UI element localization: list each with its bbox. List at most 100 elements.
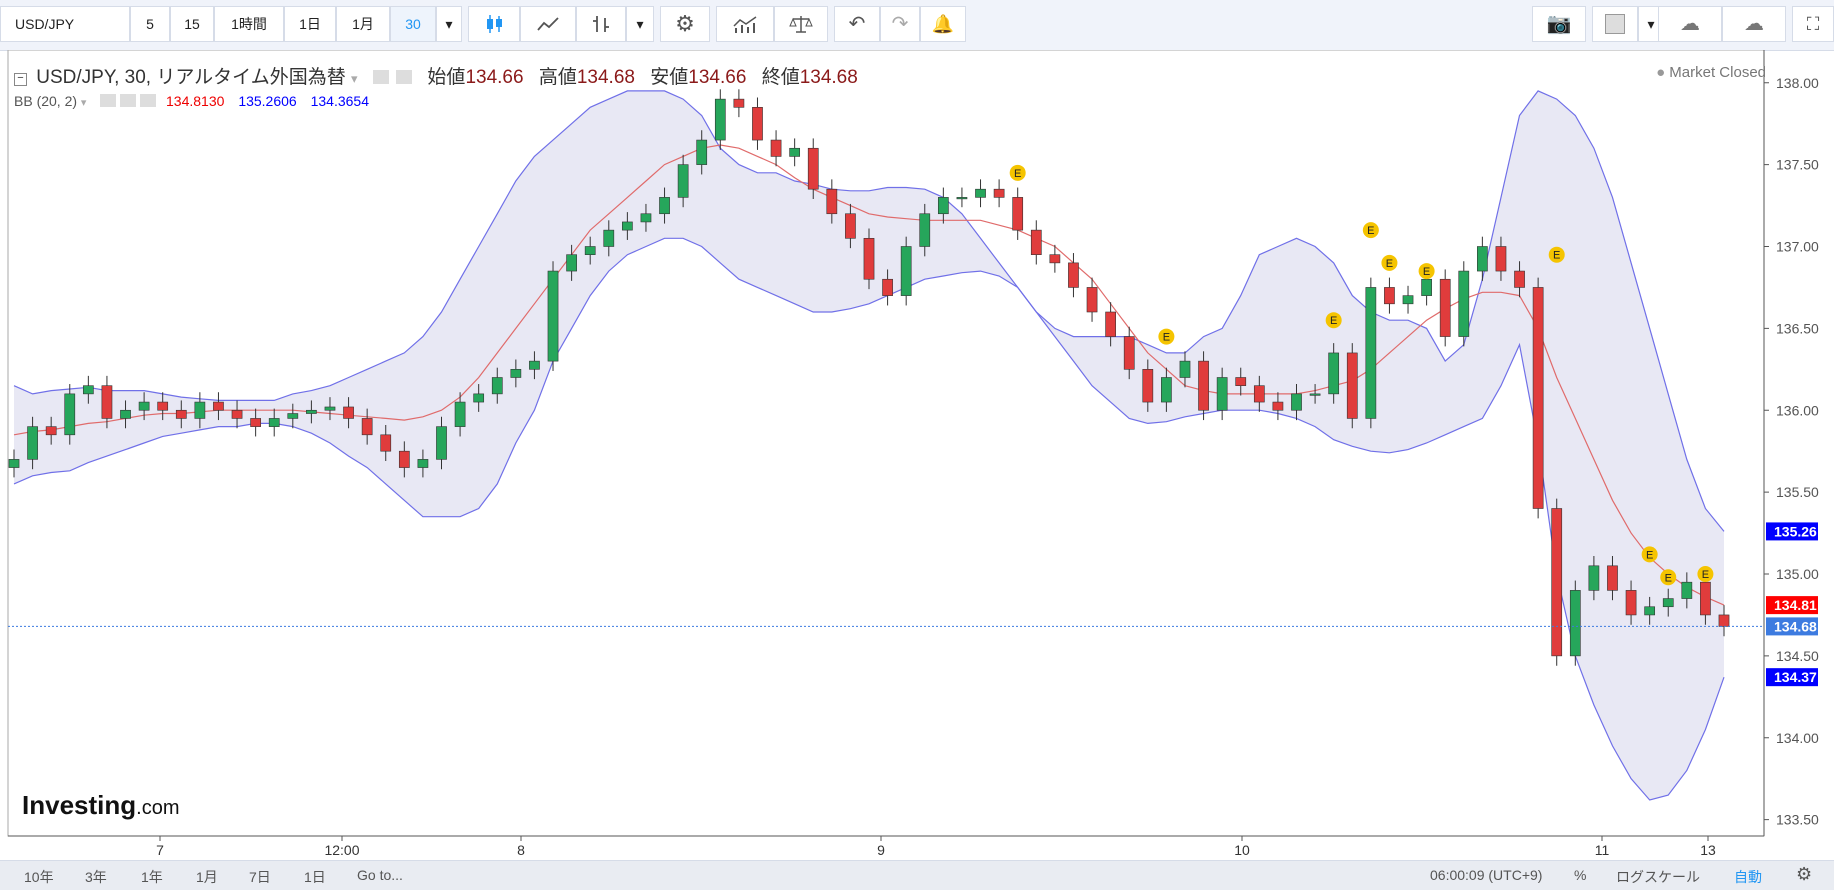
range-1m[interactable]: 1月 <box>196 869 218 885</box>
candle-body <box>101 385 113 419</box>
save-layout-button[interactable]: ☁ <box>1722 6 1786 42</box>
candle-body <box>1439 278 1451 337</box>
load-layout-button[interactable]: ☁ <box>1658 6 1722 42</box>
earnings-marker-label: E <box>1163 332 1170 344</box>
undo-button[interactable]: ↶ <box>834 6 880 42</box>
open-value: 134.66 <box>465 67 524 88</box>
percent-toggle[interactable]: % <box>1574 867 1587 883</box>
price-label-box <box>1766 596 1818 615</box>
low-value: 134.66 <box>688 67 747 88</box>
price-label-text: 134.68 <box>1774 618 1817 634</box>
goto-button[interactable]: Go to... <box>357 867 403 883</box>
interval-15[interactable]: 15 <box>170 6 214 42</box>
candle-body <box>770 139 782 157</box>
bars-style-button[interactable] <box>576 6 626 42</box>
candle-body <box>993 188 1005 198</box>
bb-visibility-icon[interactable] <box>100 94 117 107</box>
redo-button[interactable]: ↷ <box>880 6 920 42</box>
status-dot-icon: ● <box>1656 64 1666 81</box>
bb-dropdown-icon[interactable]: ▾ <box>80 97 87 109</box>
price-label-text: 135.26 <box>1774 523 1817 539</box>
range-3y[interactable]: 3年 <box>85 869 107 885</box>
candle-body <box>1421 278 1432 296</box>
indicators-button[interactable] <box>716 6 774 42</box>
candle-body <box>975 188 986 198</box>
y-tick-label: 135.00 <box>1776 566 1819 582</box>
settings-button[interactable]: ⚙ <box>660 6 710 42</box>
earnings-marker <box>1697 566 1714 582</box>
earnings-marker <box>1418 263 1435 280</box>
candle-body <box>157 401 169 411</box>
auto-scale-toggle[interactable]: 自動 <box>1734 869 1762 885</box>
candle-body <box>640 213 652 223</box>
bb-settings-icon[interactable] <box>120 94 137 107</box>
x-tick-label: 13 <box>1700 842 1716 858</box>
y-tick-label: 138.00 <box>1776 75 1819 91</box>
interval-1h[interactable]: 1時間 <box>214 6 284 42</box>
candle-body <box>529 360 540 370</box>
line-style-button[interactable] <box>520 6 576 42</box>
candle-body <box>1291 393 1302 411</box>
chart-settings-icon[interactable]: ⚙ <box>1796 864 1813 884</box>
candle-body <box>1384 287 1395 305</box>
interval-5-label: 5 <box>146 16 154 32</box>
bottom-bar: 10年 3年 1年 1月 7日 1日 Go to... 06:00:09 (UT… <box>0 860 1834 890</box>
y-tick-label: 134.50 <box>1776 648 1819 664</box>
legend-settings-icon[interactable] <box>396 70 413 84</box>
earnings-marker-label: E <box>1386 258 1393 270</box>
collapse-icon[interactable]: − <box>14 73 27 86</box>
color-button[interactable] <box>1592 6 1638 42</box>
candle-body <box>398 450 410 468</box>
x-tick-label: 8 <box>517 842 525 858</box>
interval-1m-label: 1月 <box>352 16 374 32</box>
cloud-upload-icon: ☁ <box>1744 13 1764 35</box>
fullscreen-button[interactable]: ⛶ <box>1792 6 1834 42</box>
interval-1h-label: 1時間 <box>231 16 267 32</box>
interval-1m[interactable]: 1月 <box>336 6 390 42</box>
bb-lower-line <box>13 237 1725 801</box>
ohlc-bars-icon <box>593 16 609 32</box>
alert-button[interactable]: 🔔 <box>920 6 966 42</box>
candle-body <box>584 246 596 255</box>
interval-1d[interactable]: 1日 <box>284 6 336 42</box>
range-10y[interactable]: 10年 <box>24 869 54 885</box>
candle-body <box>380 434 392 452</box>
range-1y[interactable]: 1年 <box>141 869 163 885</box>
candle-body <box>436 426 447 460</box>
visibility-icon[interactable] <box>372 70 389 84</box>
price-label-text: 134.37 <box>1774 669 1817 685</box>
log-scale-toggle[interactable]: ログスケール <box>1616 869 1700 885</box>
compare-button[interactable] <box>774 6 828 42</box>
y-tick-label: 135.50 <box>1776 484 1819 500</box>
candle-body <box>1216 377 1228 411</box>
candle-body <box>1272 401 1284 411</box>
candle-body <box>417 459 429 468</box>
earnings-marker <box>1158 328 1175 345</box>
candle-body <box>1253 385 1265 403</box>
interval-5[interactable]: 5 <box>130 6 170 42</box>
candle-body <box>1625 590 1637 616</box>
candle-body <box>659 197 670 215</box>
candle-body <box>714 98 726 141</box>
candle-body <box>1309 393 1321 396</box>
bb-remove-icon[interactable] <box>140 94 157 107</box>
open-label: 始値 <box>427 67 466 88</box>
earnings-marker-label: E <box>1367 225 1374 237</box>
plot-frame <box>7 50 1765 837</box>
y-tick-label: 137.50 <box>1776 157 1819 173</box>
candle-body <box>213 401 224 411</box>
range-1d[interactable]: 1日 <box>304 869 326 885</box>
symbol-search[interactable]: USD/JPY <box>0 6 130 42</box>
snapshot-button[interactable]: 📷 <box>1532 6 1586 42</box>
candle-body <box>622 221 633 231</box>
style-dropdown[interactable]: ▾ <box>626 6 654 42</box>
symbol-label: USD/JPY <box>15 16 75 32</box>
candle-body <box>1644 606 1656 616</box>
bb-label: BB (20, 2) <box>14 93 78 109</box>
interval-30[interactable]: 30 <box>390 6 436 42</box>
range-7d[interactable]: 7日 <box>249 869 271 885</box>
candle-style-button[interactable] <box>468 6 520 42</box>
interval-dropdown[interactable]: ▾ <box>436 6 462 42</box>
legend-dropdown-icon[interactable]: ▾ <box>351 71 358 86</box>
